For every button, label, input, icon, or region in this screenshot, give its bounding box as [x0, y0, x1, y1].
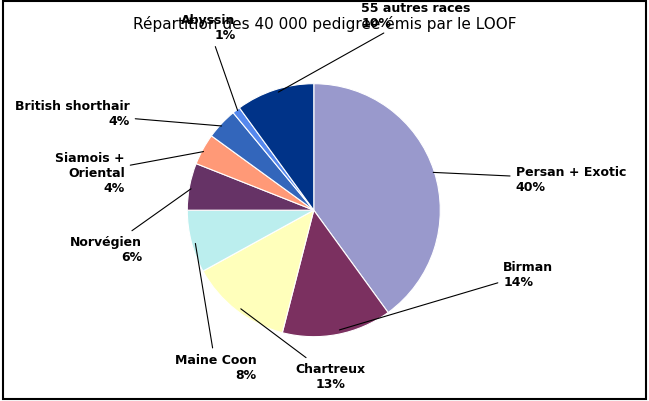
Wedge shape	[188, 164, 313, 211]
Text: Maine Coon
8%: Maine Coon 8%	[175, 244, 257, 381]
Wedge shape	[188, 211, 313, 271]
Text: Abyssin
1%: Abyssin 1%	[181, 14, 238, 111]
Wedge shape	[196, 136, 313, 211]
Text: British shorthair
4%: British shorthair 4%	[15, 100, 221, 128]
Wedge shape	[282, 211, 388, 337]
Wedge shape	[212, 113, 313, 211]
Wedge shape	[313, 85, 440, 313]
Wedge shape	[203, 211, 313, 333]
Text: Birman
14%: Birman 14%	[339, 260, 554, 330]
Text: Répartition des 40 000 pedigree émis par le LOOF: Répartition des 40 000 pedigree émis par…	[133, 16, 516, 32]
Text: Siamois +
Oriental
4%: Siamois + Oriental 4%	[55, 152, 204, 194]
Text: Norvégien
6%: Norvégien 6%	[70, 189, 191, 263]
Text: 55 autres races
10%: 55 autres races 10%	[278, 2, 471, 93]
Wedge shape	[239, 85, 313, 211]
Wedge shape	[233, 109, 313, 211]
Text: Chartreux
13%: Chartreux 13%	[241, 309, 366, 390]
Text: Persan + Exotic
40%: Persan + Exotic 40%	[434, 166, 626, 193]
